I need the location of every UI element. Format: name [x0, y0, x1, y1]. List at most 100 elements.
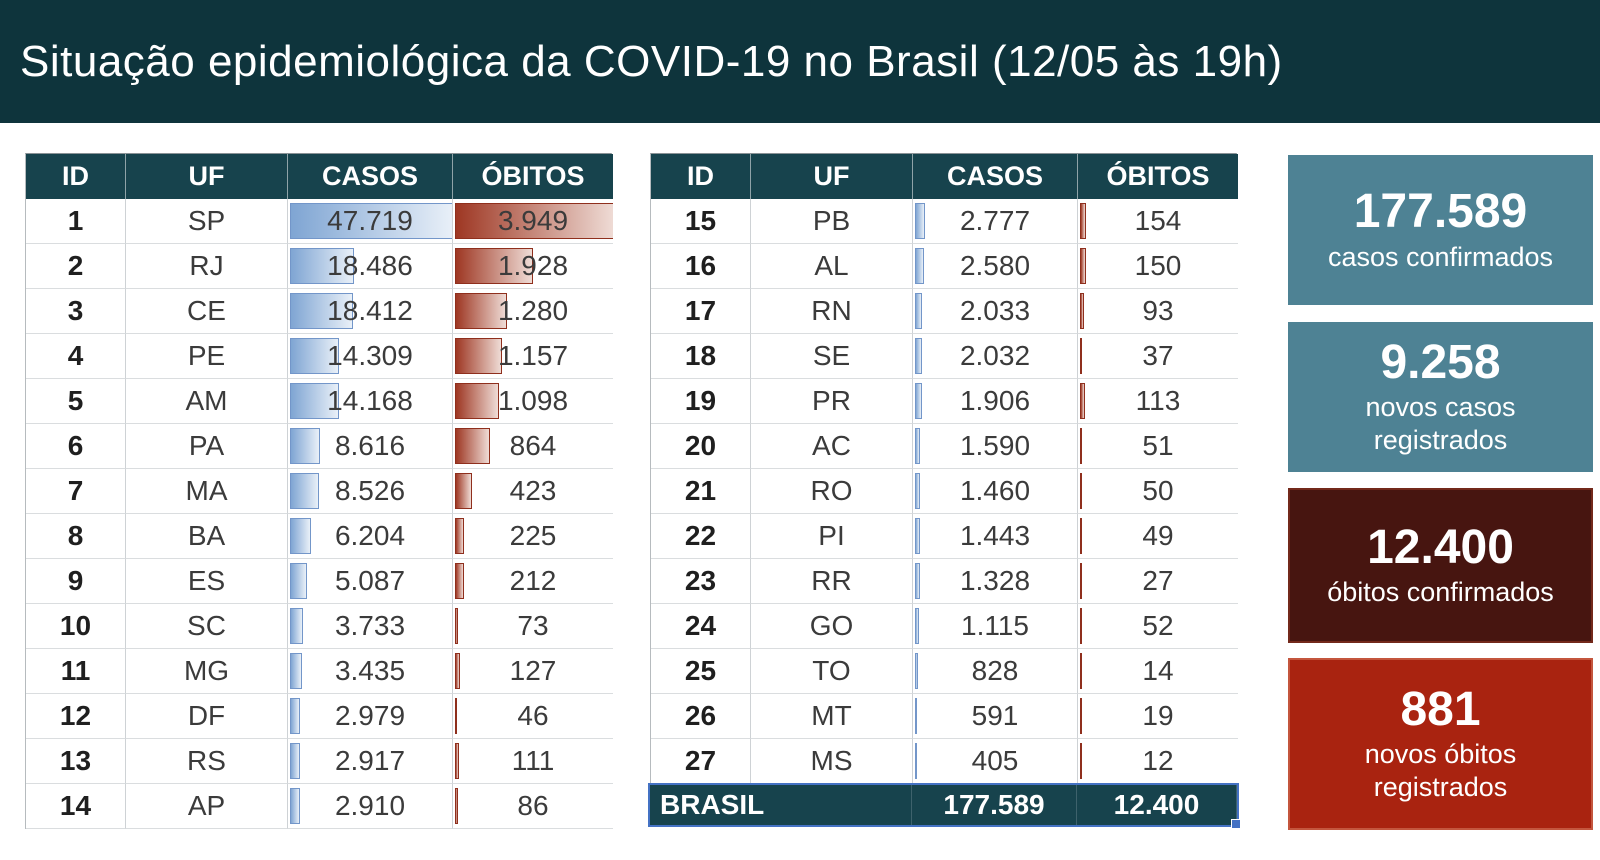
- cell-obitos[interactable]: 49: [1078, 514, 1238, 559]
- cell-id[interactable]: 5: [26, 379, 126, 424]
- cell-casos[interactable]: 1.906: [913, 379, 1078, 424]
- cell-casos[interactable]: 3.733: [288, 604, 453, 649]
- cell-uf[interactable]: RJ: [126, 244, 288, 289]
- cell-uf[interactable]: RS: [126, 739, 288, 784]
- cell-id[interactable]: 19: [651, 379, 751, 424]
- cell-uf[interactable]: BA: [126, 514, 288, 559]
- cell-uf[interactable]: SP: [126, 199, 288, 244]
- column-header-uf[interactable]: UF: [126, 154, 288, 199]
- cell-uf[interactable]: AP: [126, 784, 288, 829]
- cell-obitos[interactable]: 212: [453, 559, 613, 604]
- cell-uf[interactable]: AL: [751, 244, 913, 289]
- cell-casos[interactable]: 2.580: [913, 244, 1078, 289]
- column-header-id[interactable]: ID: [651, 154, 751, 199]
- cell-casos[interactable]: 1.115: [913, 604, 1078, 649]
- cell-uf[interactable]: AM: [126, 379, 288, 424]
- cell-casos[interactable]: 828: [913, 649, 1078, 694]
- column-header-casos[interactable]: CASOS: [913, 154, 1078, 199]
- cell-id[interactable]: 25: [651, 649, 751, 694]
- cell-id[interactable]: 26: [651, 694, 751, 739]
- cell-id[interactable]: 8: [26, 514, 126, 559]
- cell-obitos[interactable]: 1.280: [453, 289, 613, 334]
- cell-uf[interactable]: RN: [751, 289, 913, 334]
- cell-obitos[interactable]: 1.928: [453, 244, 613, 289]
- cell-casos[interactable]: 591: [913, 694, 1078, 739]
- cell-casos[interactable]: 3.435: [288, 649, 453, 694]
- cell-uf[interactable]: DF: [126, 694, 288, 739]
- cell-obitos[interactable]: 150: [1078, 244, 1238, 289]
- cell-id[interactable]: 22: [651, 514, 751, 559]
- cell-uf[interactable]: MA: [126, 469, 288, 514]
- column-header-obitos[interactable]: ÓBITOS: [453, 154, 613, 199]
- cell-id[interactable]: 27: [651, 739, 751, 784]
- cell-uf[interactable]: ES: [126, 559, 288, 604]
- cell-casos[interactable]: 2.979: [288, 694, 453, 739]
- cell-id[interactable]: 9: [26, 559, 126, 604]
- cell-obitos[interactable]: 93: [1078, 289, 1238, 334]
- cell-obitos[interactable]: 73: [453, 604, 613, 649]
- cell-id[interactable]: 21: [651, 469, 751, 514]
- cell-uf[interactable]: RR: [751, 559, 913, 604]
- cell-casos[interactable]: 14.309: [288, 334, 453, 379]
- cell-obitos[interactable]: 1.157: [453, 334, 613, 379]
- cell-casos[interactable]: 8.526: [288, 469, 453, 514]
- brasil-casos-cell[interactable]: 177.589: [912, 785, 1077, 825]
- cell-casos[interactable]: 8.616: [288, 424, 453, 469]
- cell-uf[interactable]: TO: [751, 649, 913, 694]
- cell-casos[interactable]: 405: [913, 739, 1078, 784]
- cell-obitos[interactable]: 127: [453, 649, 613, 694]
- cell-uf[interactable]: PB: [751, 199, 913, 244]
- cell-obitos[interactable]: 86: [453, 784, 613, 829]
- cell-obitos[interactable]: 19: [1078, 694, 1238, 739]
- cell-id[interactable]: 15: [651, 199, 751, 244]
- cell-uf[interactable]: AC: [751, 424, 913, 469]
- cell-obitos[interactable]: 154: [1078, 199, 1238, 244]
- cell-obitos[interactable]: 51: [1078, 424, 1238, 469]
- cell-uf[interactable]: GO: [751, 604, 913, 649]
- cell-casos[interactable]: 14.168: [288, 379, 453, 424]
- selection-handle[interactable]: [1231, 819, 1241, 829]
- cell-id[interactable]: 16: [651, 244, 751, 289]
- cell-obitos[interactable]: 423: [453, 469, 613, 514]
- cell-obitos[interactable]: 50: [1078, 469, 1238, 514]
- cell-id[interactable]: 4: [26, 334, 126, 379]
- cell-casos[interactable]: 2.910: [288, 784, 453, 829]
- cell-uf[interactable]: MS: [751, 739, 913, 784]
- cell-id[interactable]: 2: [26, 244, 126, 289]
- cell-id[interactable]: 24: [651, 604, 751, 649]
- cell-obitos[interactable]: 14: [1078, 649, 1238, 694]
- column-header-obitos[interactable]: ÓBITOS: [1078, 154, 1238, 199]
- cell-obitos[interactable]: 113: [1078, 379, 1238, 424]
- brasil-total-row[interactable]: BRASIL 177.589 12.400: [650, 785, 1241, 829]
- cell-casos[interactable]: 2.032: [913, 334, 1078, 379]
- cell-uf[interactable]: CE: [126, 289, 288, 334]
- cell-id[interactable]: 7: [26, 469, 126, 514]
- cell-id[interactable]: 1: [26, 199, 126, 244]
- cell-casos[interactable]: 1.328: [913, 559, 1078, 604]
- cell-uf[interactable]: MG: [126, 649, 288, 694]
- cell-id[interactable]: 23: [651, 559, 751, 604]
- brasil-obitos-cell[interactable]: 12.400: [1077, 785, 1237, 825]
- cell-obitos[interactable]: 864: [453, 424, 613, 469]
- cell-obitos[interactable]: 46: [453, 694, 613, 739]
- cell-id[interactable]: 11: [26, 649, 126, 694]
- cell-casos[interactable]: 2.777: [913, 199, 1078, 244]
- column-header-id[interactable]: ID: [26, 154, 126, 199]
- cell-id[interactable]: 13: [26, 739, 126, 784]
- cell-uf[interactable]: PE: [126, 334, 288, 379]
- cell-obitos[interactable]: 12: [1078, 739, 1238, 784]
- brasil-label-cell[interactable]: BRASIL: [650, 785, 912, 825]
- cell-casos[interactable]: 2.917: [288, 739, 453, 784]
- cell-casos[interactable]: 1.460: [913, 469, 1078, 514]
- cell-obitos[interactable]: 27: [1078, 559, 1238, 604]
- cell-uf[interactable]: MT: [751, 694, 913, 739]
- cell-uf[interactable]: PR: [751, 379, 913, 424]
- cell-casos[interactable]: 47.719: [288, 199, 453, 244]
- cell-casos[interactable]: 5.087: [288, 559, 453, 604]
- cell-id[interactable]: 10: [26, 604, 126, 649]
- cell-uf[interactable]: PI: [751, 514, 913, 559]
- cell-obitos[interactable]: 225: [453, 514, 613, 559]
- cell-id[interactable]: 18: [651, 334, 751, 379]
- cell-uf[interactable]: PA: [126, 424, 288, 469]
- cell-casos[interactable]: 18.486: [288, 244, 453, 289]
